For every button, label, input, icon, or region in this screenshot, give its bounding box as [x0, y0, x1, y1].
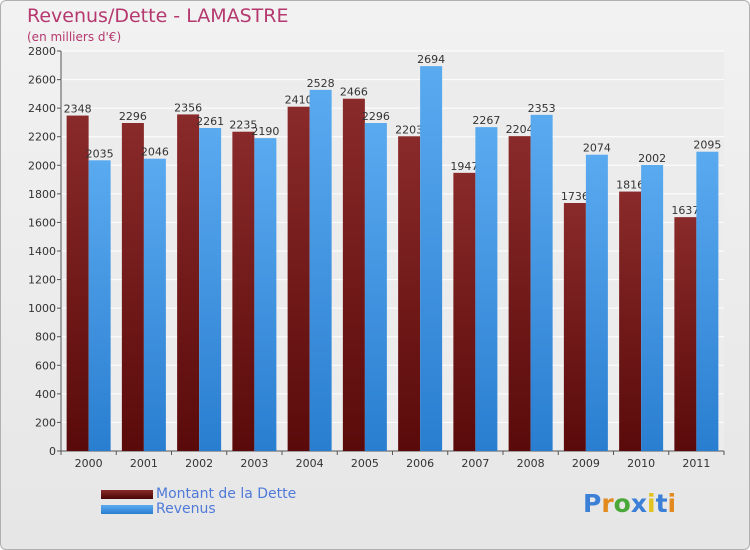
y-tick-label: 1000 [28, 302, 56, 315]
bar-revenus [475, 127, 498, 452]
data-label-revenus: 2074 [583, 142, 611, 155]
bar-dette [453, 172, 476, 451]
data-label-dette: 2296 [119, 110, 147, 123]
legend-swatch-dette [101, 490, 153, 499]
chart-subtitle: (en milliers d'€) [27, 30, 122, 44]
data-label-dette: 2235 [229, 119, 257, 132]
y-tick-label: 1800 [28, 188, 56, 201]
data-label-dette: 2348 [64, 103, 92, 116]
data-label-dette: 2203 [395, 123, 423, 136]
data-label-revenus: 2095 [693, 139, 721, 152]
x-tick-label: 2001 [130, 457, 158, 470]
bar-revenus [254, 138, 277, 451]
x-tick-label: 2007 [461, 457, 489, 470]
logo-letter: r [601, 489, 614, 518]
y-tick-label: 600 [35, 359, 56, 372]
data-label-revenus: 2267 [472, 114, 500, 127]
bar-dette [674, 217, 697, 451]
bar-revenus [641, 165, 664, 451]
data-label-revenus: 2694 [417, 53, 445, 66]
bar-dette [342, 98, 365, 451]
data-label-revenus: 2261 [196, 115, 224, 128]
chart-title: Revenus/Dette - LAMASTRE [27, 5, 289, 27]
bar-revenus [585, 154, 608, 451]
x-tick-label: 2011 [682, 457, 710, 470]
y-tick-label: 400 [35, 388, 56, 401]
bar-dette [66, 115, 89, 452]
y-tick-label: 0 [49, 445, 56, 458]
x-tick-label: 2008 [517, 457, 545, 470]
data-label-revenus: 2353 [528, 102, 556, 115]
data-label-revenus: 2035 [86, 147, 114, 160]
proxiti-logo: Proxiti [583, 489, 676, 518]
x-tick-label: 2009 [572, 457, 600, 470]
logo-letter: i [647, 489, 656, 518]
y-tick-label: 2200 [28, 131, 56, 144]
bar-dette [508, 136, 531, 451]
data-label-revenus: 2002 [638, 152, 666, 165]
x-tick-label: 2006 [406, 457, 434, 470]
bar-revenus [364, 123, 387, 451]
data-label-dette: 1736 [561, 190, 589, 203]
y-tick-label: 2400 [28, 102, 56, 115]
bar-dette [619, 191, 642, 452]
bar-dette [563, 203, 586, 451]
bar-revenus [309, 89, 332, 451]
bar-revenus [199, 128, 222, 451]
bar-revenus [420, 66, 443, 452]
logo-letter: P [583, 489, 602, 518]
y-tick-label: 800 [35, 331, 56, 344]
bar-dette [177, 114, 200, 451]
x-tick-label: 2010 [627, 457, 655, 470]
y-tick-label: 200 [35, 416, 56, 429]
data-label-dette: 2356 [174, 101, 202, 114]
bar-dette [287, 106, 310, 451]
data-label-dette: 1816 [616, 179, 644, 192]
y-tick-label: 2000 [28, 159, 56, 172]
legend-swatch-revenus [101, 505, 153, 514]
x-tick-label: 2000 [75, 457, 103, 470]
x-tick-label: 2004 [296, 457, 324, 470]
data-label-dette: 1637 [671, 204, 699, 217]
logo-letter: t [655, 489, 668, 518]
x-tick-label: 2005 [351, 457, 379, 470]
legend-label-revenus: Revenus [156, 501, 216, 517]
data-label-revenus: 2296 [362, 110, 390, 123]
x-tick-label: 2003 [240, 457, 268, 470]
data-label-dette: 2204 [506, 123, 534, 136]
bar-revenus [143, 158, 166, 451]
bar-revenus [696, 151, 719, 451]
logo-letter: i [667, 489, 677, 518]
bar-dette [232, 131, 255, 451]
data-label-dette: 2466 [340, 86, 368, 99]
data-label-revenus: 2190 [251, 125, 279, 138]
y-tick-label: 2800 [28, 45, 56, 58]
data-label-dette: 1947 [450, 160, 478, 173]
data-label-revenus: 2046 [141, 146, 169, 159]
y-tick-label: 1600 [28, 216, 56, 229]
logo-letter: o [613, 489, 631, 518]
bar-revenus [88, 160, 111, 452]
bar-revenus [530, 114, 553, 451]
x-tick-label: 2002 [185, 457, 213, 470]
y-tick-label: 1400 [28, 245, 56, 258]
y-tick-label: 1200 [28, 274, 56, 287]
bar-dette [121, 123, 144, 451]
data-label-dette: 2410 [285, 94, 313, 107]
legend-label-dette: Montant de la Dette [156, 486, 297, 502]
logo-letter: x [630, 489, 647, 518]
y-tick-label: 2600 [28, 74, 56, 87]
bar-dette [398, 136, 421, 452]
data-label-revenus: 2528 [307, 77, 335, 90]
